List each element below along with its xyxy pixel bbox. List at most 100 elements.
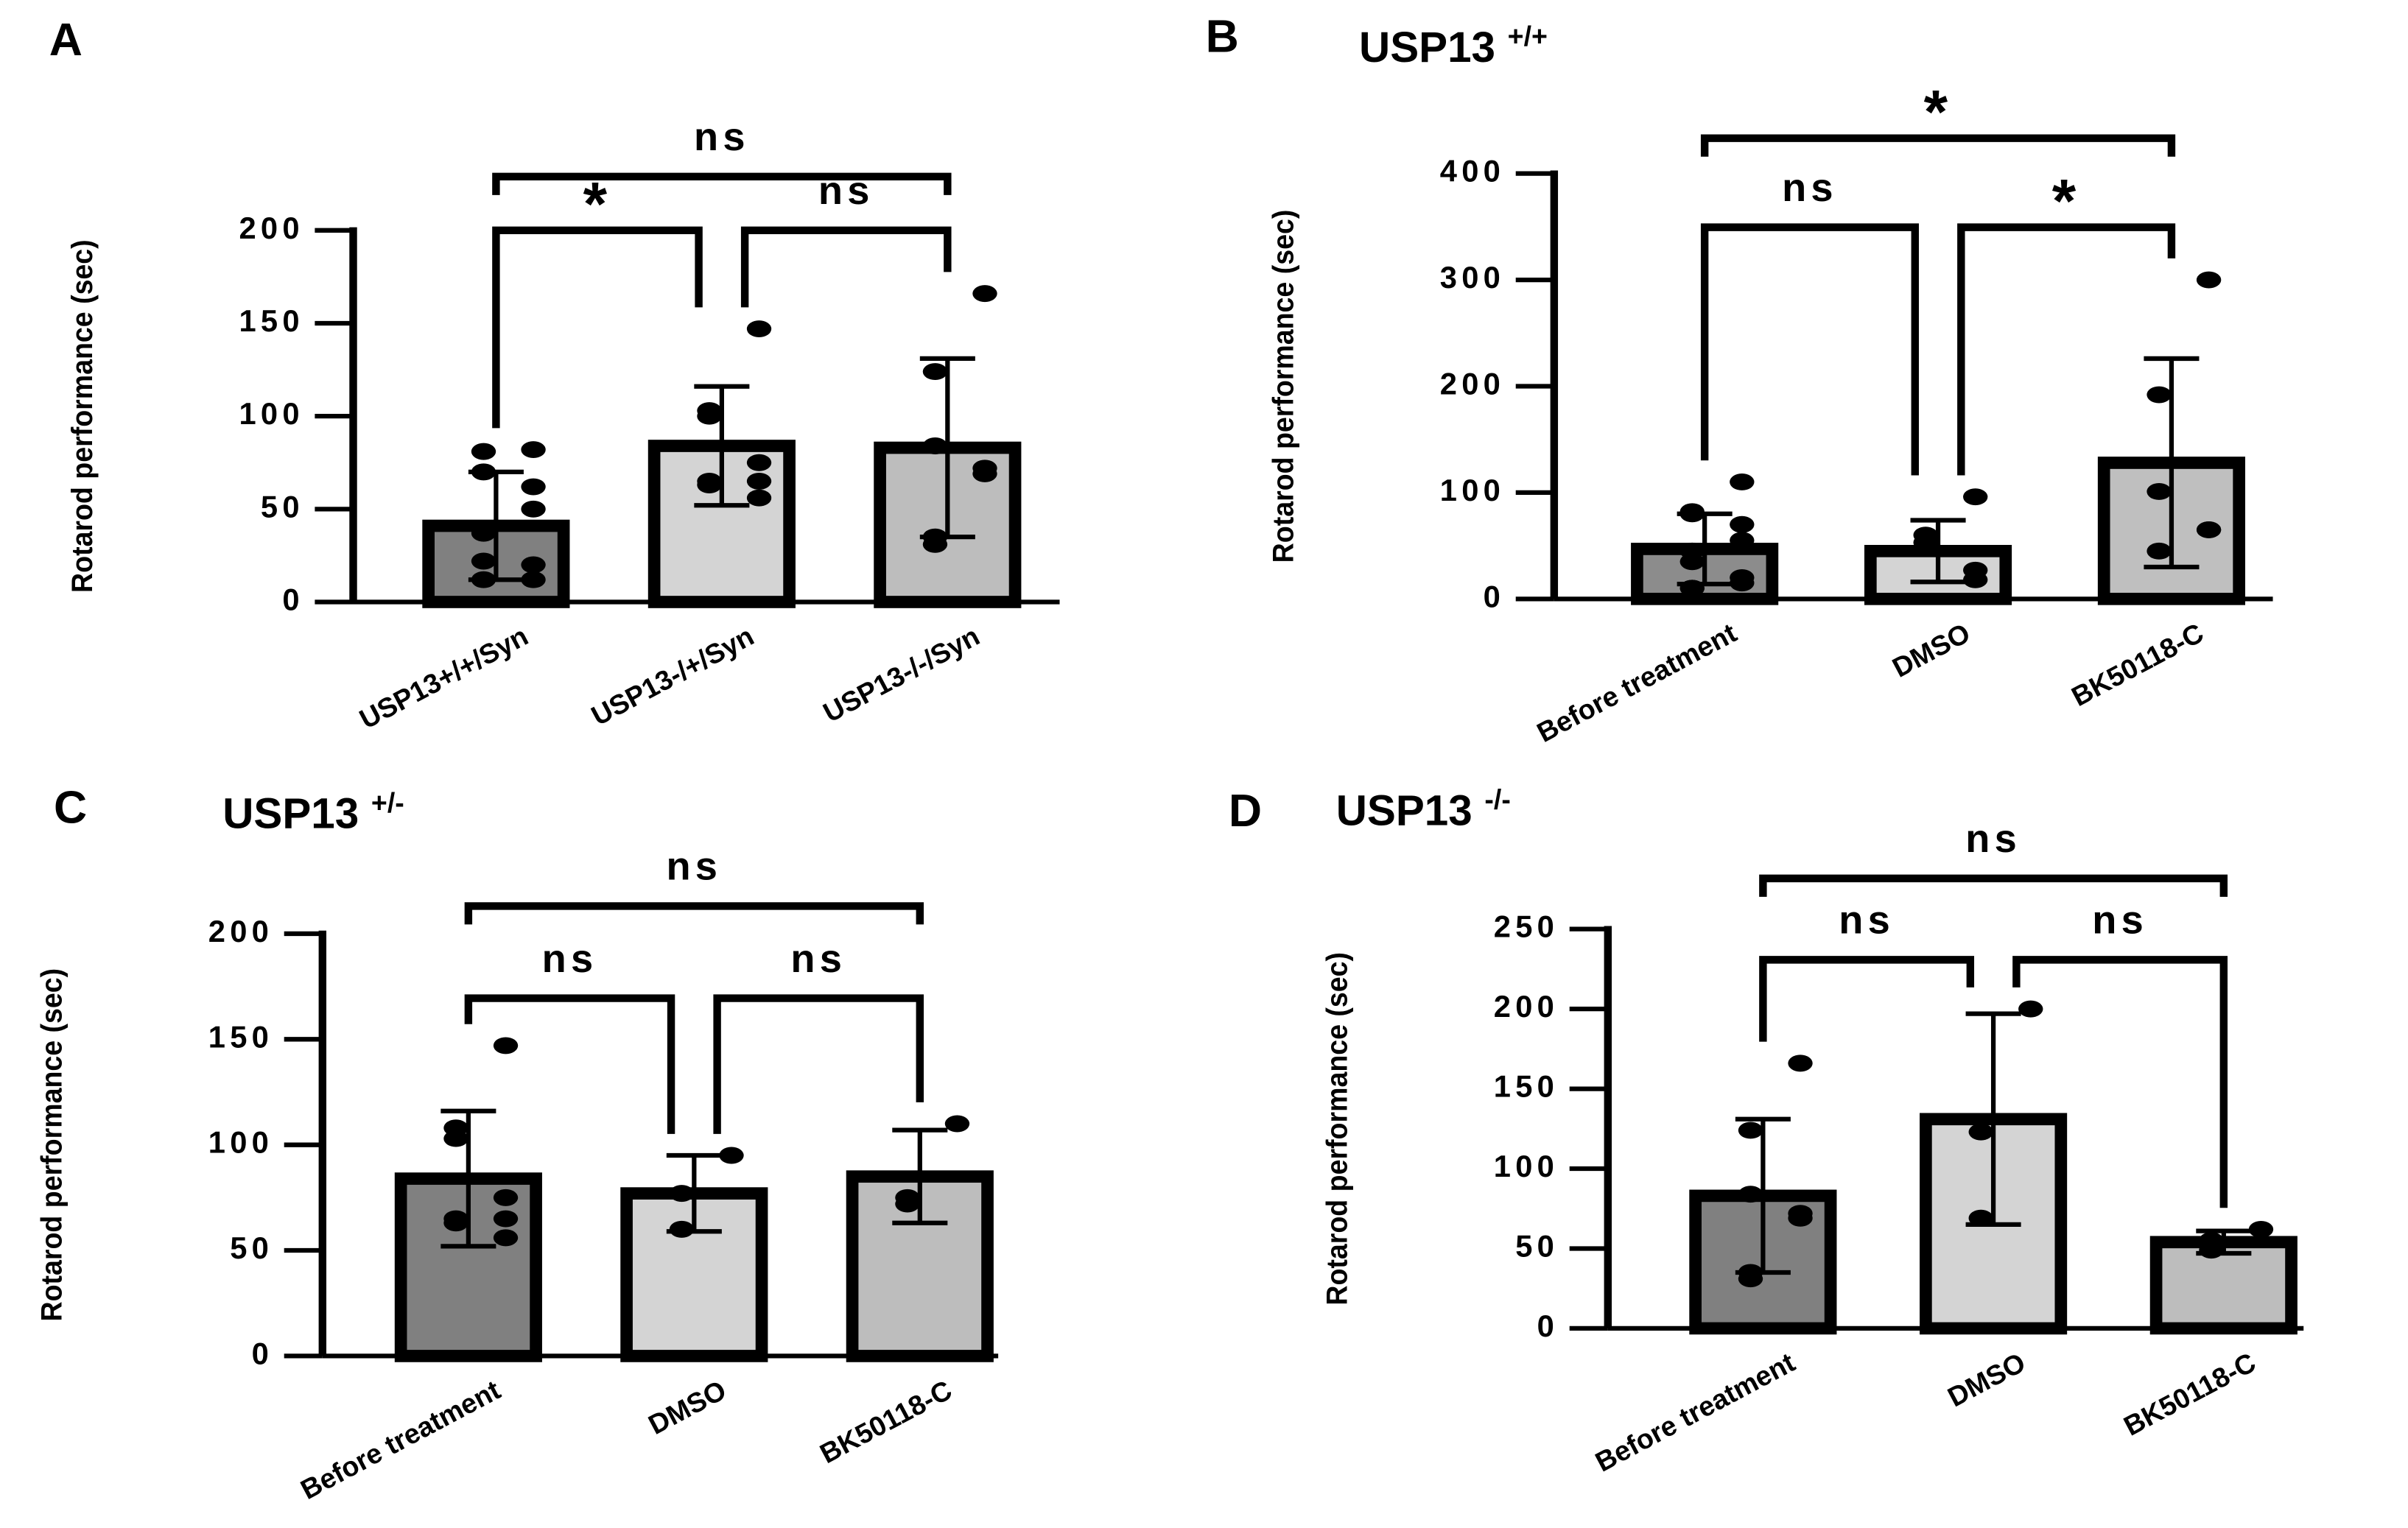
panel: C USP13 +/- 0 50 100 150 200 Rotarod performance… (35, 782, 999, 1505)
y-tick-label: 50 (230, 1231, 273, 1265)
y-tick-label: 400 (1440, 154, 1505, 189)
data-point (2248, 1220, 2274, 1238)
data-point (1738, 1270, 1763, 1288)
title-main: USP13 (1336, 787, 1472, 835)
data-point (922, 437, 948, 454)
data-point (669, 1185, 695, 1203)
data-point (471, 524, 496, 542)
significance-label: ns (666, 845, 722, 889)
data-point (1968, 1123, 1993, 1141)
panel-title: USP13 +/- (222, 787, 404, 838)
data-point (746, 320, 772, 338)
data-point (443, 1130, 468, 1147)
x-tick-label: Before treatment (1532, 617, 1742, 748)
x-tick-label: Before treatment (1590, 1346, 1800, 1477)
y-axis-label: Rotarod performance (sec) (1267, 210, 1299, 563)
x-tick-label: DMSO (643, 1374, 731, 1440)
panel-label: B (1206, 11, 1239, 63)
data-point (521, 441, 546, 459)
significance-bracket (1759, 956, 1975, 1042)
significance-label: ns (790, 937, 846, 981)
panel: A 0 50 100 150 200 Rotarod performance (sec) US… (49, 14, 1060, 735)
y-tick-label: 200 (1440, 366, 1505, 401)
y-tick-label: 100 (1440, 473, 1505, 507)
data-point (471, 463, 496, 481)
data-point (972, 285, 997, 303)
significance-bracket (464, 994, 675, 1134)
significance-bracket (1700, 134, 2176, 157)
y-axis-label: Rotarod performance (sec) (1321, 952, 1353, 1306)
data-point (1730, 532, 1755, 549)
title-superscript: +/+ (1508, 21, 1548, 52)
significance-bracket (492, 226, 703, 429)
significance-bracket (464, 902, 924, 925)
significance-bracket (1759, 874, 2228, 897)
data-point (2196, 521, 2222, 538)
y-tick-label: 100 (239, 396, 303, 431)
y-tick-label: 0 (1537, 1309, 1559, 1343)
data-point (493, 1037, 519, 1055)
panel-label: D (1229, 785, 1262, 837)
y-tick-label: 250 (1494, 909, 1559, 944)
data-point (443, 1214, 468, 1232)
data-point (972, 465, 997, 482)
x-tick-label: USP13-/+/Syn (586, 620, 759, 731)
x-tick-label: BK50118-C (815, 1374, 957, 1469)
x-tick-label: BK50118-C (2119, 1346, 2261, 1441)
data-point (922, 363, 948, 381)
significance-label: ns (542, 937, 598, 981)
y-tick-label: 0 (252, 1336, 273, 1370)
data-point (922, 535, 948, 553)
data-point (2199, 1242, 2224, 1259)
data-point (521, 556, 546, 574)
x-tick-label: Before treatment (295, 1374, 505, 1505)
data-point (2147, 542, 2172, 560)
data-point (493, 1229, 519, 1247)
panel: B USP13 +/+ 0 100 200 300 400 Rotarod performanc… (1206, 11, 2273, 748)
data-point (1679, 580, 1705, 597)
data-point (697, 407, 722, 425)
significance-bracket (2012, 956, 2228, 1208)
y-tick-label: 0 (1484, 579, 1505, 613)
data-point (471, 443, 496, 460)
significance-bracket (713, 994, 924, 1134)
y-tick-label: 100 (1494, 1149, 1559, 1183)
y-axis-label: Rotarod performance (sec) (35, 968, 68, 1322)
significance-label: * (1924, 78, 1953, 147)
significance-label: ns (1782, 166, 1838, 210)
data-point (1738, 1122, 1763, 1139)
y-axis-label: Rotarod performance (sec) (66, 239, 99, 593)
data-point (2196, 271, 2222, 289)
x-tick-label: USP13-/-/Syn (818, 620, 985, 728)
data-point (2018, 1000, 2043, 1018)
data-point (1788, 1209, 1813, 1227)
bar (394, 1172, 542, 1362)
y-tick-label: 0 (282, 582, 303, 616)
y-tick-label: 300 (1440, 260, 1505, 295)
significance-label: ns (1965, 817, 2021, 861)
significance-label: ns (694, 115, 750, 159)
data-point (697, 476, 722, 493)
data-point (1679, 505, 1705, 523)
data-point (521, 478, 546, 496)
data-point (669, 1220, 695, 1238)
data-point (2147, 386, 2172, 404)
data-point (1963, 488, 1988, 506)
data-point (471, 552, 496, 570)
data-point (1788, 1055, 1813, 1072)
significance-bracket (740, 226, 952, 308)
data-point (521, 500, 546, 518)
data-point (746, 472, 772, 490)
y-tick-label: 50 (261, 489, 304, 524)
panel-title: USP13 -/- (1336, 784, 1511, 834)
significance-label: ns (1839, 898, 1895, 943)
data-point (1730, 515, 1755, 533)
y-tick-label: 150 (1494, 1069, 1559, 1104)
data-point (1968, 1209, 1993, 1227)
data-point (1963, 571, 1988, 588)
data-point (493, 1189, 519, 1206)
title-superscript: +/- (371, 787, 404, 818)
x-tick-label: BK50118-C (2066, 617, 2208, 712)
